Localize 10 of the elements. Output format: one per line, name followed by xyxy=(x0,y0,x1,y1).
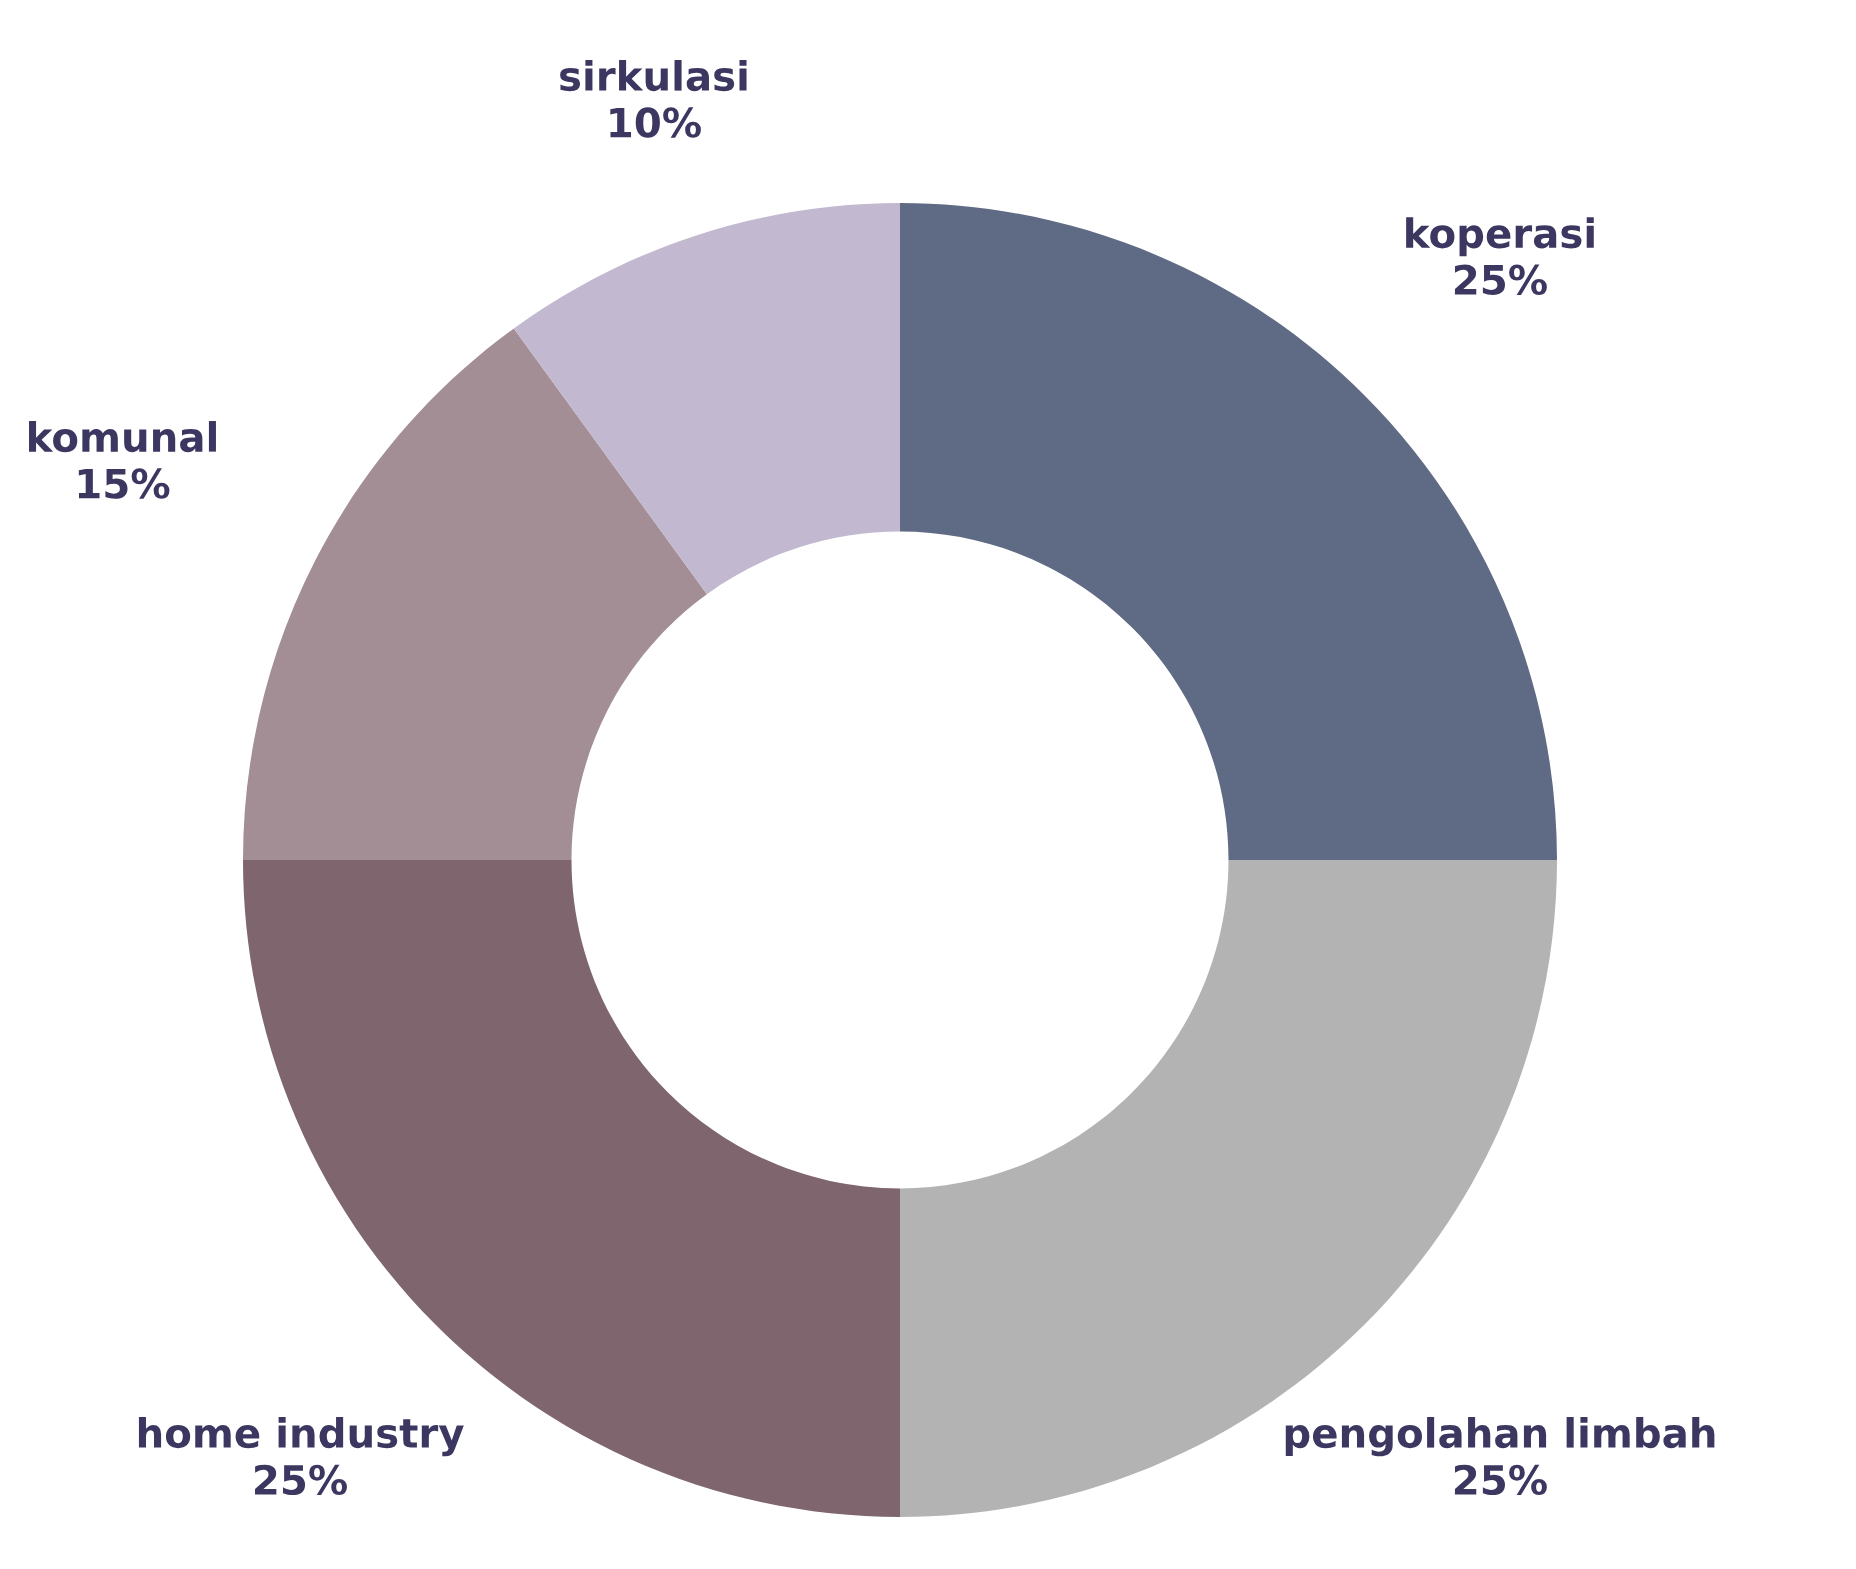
data-label: 25% xyxy=(255,1464,347,1496)
data-label: 25% xyxy=(1454,1464,1547,1496)
data-label: 25% xyxy=(1454,264,1547,296)
slice-label: koperasi xyxy=(1406,217,1594,257)
data-label: 10% xyxy=(610,107,701,138)
slice-label: sirkulasi xyxy=(560,60,747,92)
slice-label: pengolahan limbah xyxy=(1285,1416,1715,1457)
data-label: 15% xyxy=(78,468,170,499)
slice-label: home industry xyxy=(138,1416,464,1457)
slice-label: komunal xyxy=(29,421,216,453)
